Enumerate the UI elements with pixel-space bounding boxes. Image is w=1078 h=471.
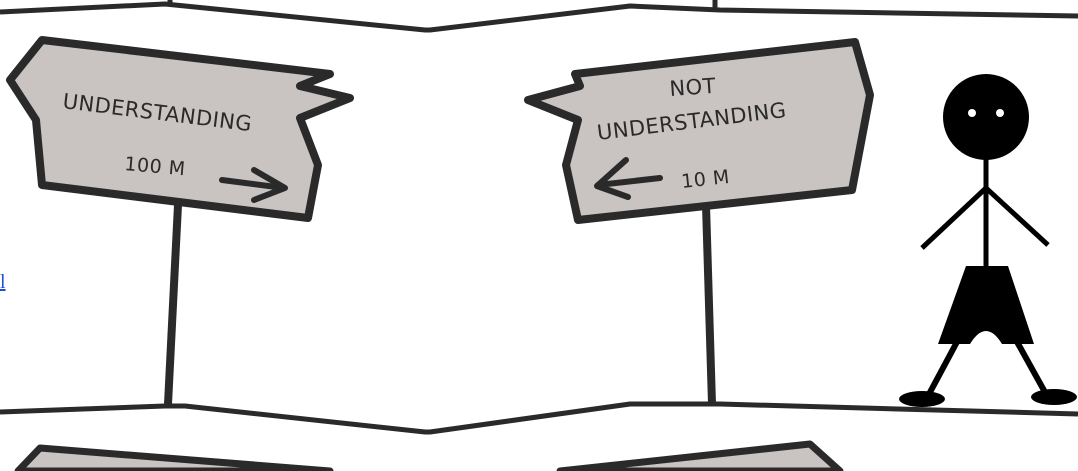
sign-understanding: UNDERSTANDING 100 M	[6, 36, 354, 405]
figure-eye-left	[968, 109, 976, 117]
figure-eye-right	[996, 109, 1004, 117]
figure-leg-left	[925, 338, 961, 398]
sign-right-distance: 10 M	[680, 166, 731, 193]
figure-foot-left	[899, 391, 945, 407]
sign-post-right	[702, 204, 716, 405]
bottom-panel-border	[0, 401, 1078, 435]
figure-arm-left	[920, 186, 988, 250]
sign-post-left	[164, 204, 182, 405]
top-panel-border	[0, 1, 1078, 33]
stick-figure-icon	[899, 74, 1077, 407]
figure-leg-right	[1013, 338, 1049, 396]
sign-board-right	[524, 38, 874, 224]
figure-shorts	[938, 266, 1034, 344]
arrow-right-icon	[219, 167, 288, 203]
sign-left-distance: 100 M	[124, 153, 187, 180]
edge-link[interactable]: l	[0, 271, 6, 293]
figure-head	[943, 74, 1029, 160]
figure-arm-right	[984, 186, 1050, 247]
arrow-left-icon	[594, 157, 663, 200]
sign-board-left	[6, 36, 354, 222]
next-panel-sign-right	[556, 440, 844, 471]
figure-foot-right	[1031, 389, 1077, 405]
sign-right-label-line1: NOT	[669, 74, 717, 101]
next-panel-sign-left	[14, 444, 334, 471]
sign-not-understanding: NOT UNDERSTANDING 10 M	[524, 38, 874, 405]
